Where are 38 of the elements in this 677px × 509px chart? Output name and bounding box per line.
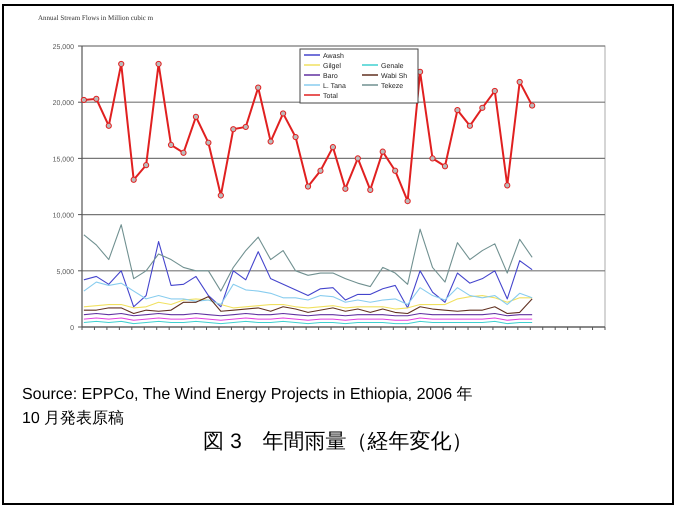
point bbox=[155, 60, 162, 68]
source-note: Source: EPPCo, The Wind Energy Projects in Ethiopia, 2006 年 10 月発表原稿 bbox=[22, 385, 474, 429]
point bbox=[342, 186, 348, 192]
point bbox=[180, 150, 187, 156]
point bbox=[429, 155, 436, 162]
point bbox=[93, 96, 100, 102]
point bbox=[280, 110, 286, 117]
point bbox=[268, 138, 274, 145]
point bbox=[317, 168, 324, 174]
point bbox=[529, 102, 536, 109]
point bbox=[479, 104, 486, 111]
point bbox=[466, 122, 473, 129]
point bbox=[292, 134, 299, 140]
caption: 図 3 年間雨量（経年変化） bbox=[203, 430, 473, 453]
point bbox=[492, 88, 498, 94]
point bbox=[304, 183, 312, 190]
point bbox=[255, 84, 262, 91]
point bbox=[192, 114, 200, 120]
point bbox=[516, 78, 523, 86]
point bbox=[454, 106, 461, 114]
point bbox=[404, 198, 411, 204]
point bbox=[130, 176, 137, 183]
point bbox=[504, 182, 510, 188]
point bbox=[392, 168, 398, 174]
point bbox=[442, 163, 448, 170]
point bbox=[80, 96, 87, 104]
point bbox=[106, 122, 112, 129]
point bbox=[354, 155, 361, 162]
point bbox=[205, 140, 212, 146]
point bbox=[367, 186, 374, 193]
point bbox=[118, 60, 124, 68]
point bbox=[143, 162, 150, 168]
point bbox=[218, 192, 224, 199]
point bbox=[330, 144, 336, 150]
point bbox=[168, 142, 174, 148]
point bbox=[380, 148, 386, 155]
point bbox=[230, 126, 236, 132]
point bbox=[242, 124, 249, 130]
